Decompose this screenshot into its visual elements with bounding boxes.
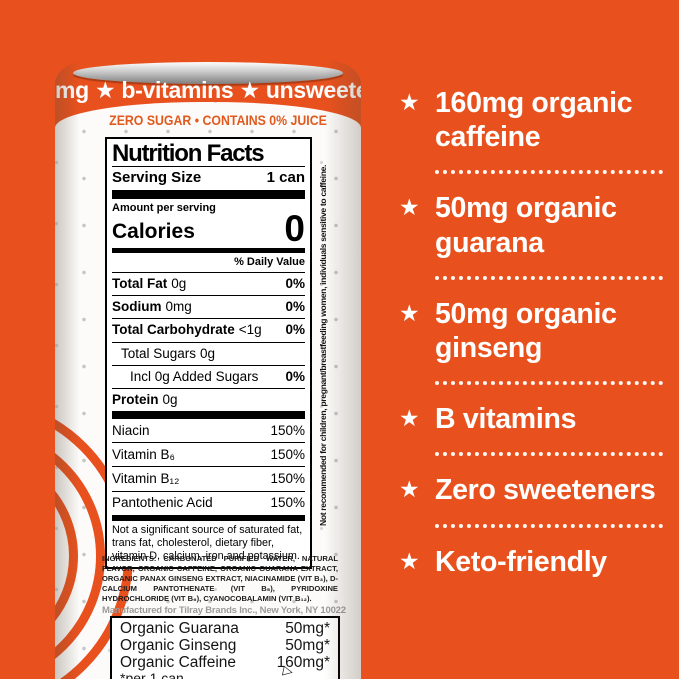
- vitamin-dv: 150%: [270, 470, 305, 486]
- nutrient-row: Incl 0g Added Sugars 0%: [112, 364, 305, 388]
- supplement-value: 50mg*: [285, 620, 330, 637]
- nutrition-facts-panel: Nutrition Facts Serving Size 1 can Amoun…: [105, 137, 312, 569]
- dotted-divider: [435, 523, 663, 528]
- nutrient-name: Total Carbohydrate: [112, 322, 235, 338]
- dotted-divider: [435, 452, 663, 457]
- calories-row: Calories 0: [112, 208, 305, 250]
- star-icon: ★: [399, 476, 420, 503]
- divider-bar: [112, 411, 305, 420]
- nutrient-name: Sodium: [112, 299, 162, 315]
- star-icon: ★: [399, 89, 420, 115]
- nutrition-facts-title: Nutrition Facts: [112, 140, 265, 167]
- nutrient-dv: 0%: [285, 299, 305, 315]
- dotted-divider: [435, 381, 663, 386]
- nutrient-row: Sodium 0mg 0%: [112, 295, 305, 318]
- vitamin-name: Niacin: [112, 422, 150, 438]
- vitamin-row: Pantothenic Acid 150%: [112, 490, 305, 515]
- nutrient-dv: 0%: [285, 368, 305, 384]
- can-lid: [73, 62, 343, 84]
- ingredients-block: INGREDIENTS: CARBONATED PURIFIED WATER, …: [102, 554, 346, 618]
- supplement-value: 50mg*: [285, 637, 330, 655]
- nutrient-name: Protein: [112, 391, 159, 407]
- vitamin-dv: 150%: [270, 495, 305, 511]
- star-icon: ★: [399, 299, 420, 326]
- feature-label: B vitamins: [435, 403, 577, 436]
- nutrient-amount: <1g: [238, 322, 262, 338]
- dotted-divider: [435, 170, 663, 175]
- vitamin-name: Vitamin B₆: [112, 446, 175, 462]
- nutrient-row: Protein 0g: [112, 387, 305, 411]
- nutrient-dv: 0%: [285, 276, 305, 292]
- vitamin-name: Vitamin B₁₂: [112, 470, 180, 486]
- nutrient-row: Total Carbohydrate <1g 0%: [112, 318, 305, 341]
- supplement-row: Organic Ginseng 50mg*: [120, 637, 330, 654]
- can-top-band-text: mg ★ b-vitamins ★ unsweeten: [55, 77, 361, 103]
- daily-value-header: % Daily Value: [234, 256, 305, 269]
- nutrient-amount: 0g: [171, 276, 187, 292]
- calories-value: 0: [284, 208, 305, 250]
- zero-sugar-tagline: ZERO SUGAR • CONTAINS 0% JUICE: [109, 112, 327, 128]
- vitamin-row: Vitamin B₁₂ 150%: [112, 466, 305, 490]
- divider-bar: [112, 514, 305, 521]
- nutrient-amount: 0g: [162, 391, 178, 407]
- nutrient-row: Total Sugars 0g: [112, 341, 305, 365]
- nutrient-dv: 0%: [285, 322, 305, 338]
- dotted-divider: [435, 275, 663, 280]
- vitamin-row: Vitamin B₆ 150%: [112, 442, 305, 466]
- vitamin-dv: 150%: [270, 422, 305, 438]
- feature-item: ★ 50mg organic guarana: [399, 191, 669, 259]
- serving-size-row: Serving Size 1 can: [112, 166, 305, 190]
- supplement-row: Organic Guarana 50mg*: [120, 620, 330, 637]
- supplement-name: Organic Caffeine: [120, 654, 237, 672]
- supplement-name: Organic Guarana: [120, 620, 239, 637]
- feature-item: ★ 50mg organic ginseng: [399, 297, 669, 365]
- feature-label: 50mg organic guarana: [435, 192, 617, 259]
- nutrient-name: Incl 0g Added Sugars: [130, 368, 259, 384]
- nutrient-name: Total Fat: [112, 276, 168, 292]
- supplement-value: 160mg*: [276, 654, 330, 672]
- feature-item: ★ Keto-friendly: [399, 545, 669, 579]
- supplement-name: Organic Ginseng: [120, 637, 237, 655]
- supplement-row: Organic Caffeine 160mg*: [120, 654, 330, 671]
- feature-label: Zero sweeteners: [435, 474, 656, 507]
- ingredients-text: INGREDIENTS: CARBONATED PURIFIED WATER, …: [102, 554, 338, 604]
- serving-size-value: 1 can: [266, 169, 305, 187]
- nutrient-amount: 0g: [200, 345, 216, 361]
- star-icon: ★: [399, 194, 420, 221]
- feature-list: ★ 160mg organic caffeine ★ 50mg organic …: [399, 86, 669, 579]
- supplement-panel: Organic Guarana 50mg* Organic Ginseng 50…: [110, 616, 340, 679]
- nutrition-footnote: Not a significant source of saturated fa…: [112, 523, 303, 562]
- serving-size-label: Serving Size: [112, 169, 202, 187]
- star-icon: ★: [399, 405, 420, 432]
- nutrient-amount: 0mg: [165, 299, 192, 315]
- feature-item: ★ B vitamins: [399, 402, 669, 436]
- vitamin-dv: 150%: [270, 446, 305, 462]
- calories-label: Calories: [112, 220, 195, 244]
- manufacturer-text: Manufactured for Tilray Brands Inc., New…: [102, 605, 346, 617]
- feature-label: 160mg organic caffeine: [435, 87, 633, 154]
- amount-per-serving-label: Amount per serving: [112, 202, 216, 215]
- feature-item: ★ Zero sweeteners: [399, 473, 669, 507]
- vitamin-name: Pantothenic Acid: [112, 495, 213, 511]
- supplement-footnote: *per 1 can: [120, 670, 184, 679]
- caffeine-warning-text: Not recommended for children, pregnant/b…: [318, 164, 328, 526]
- nutrient-name: Total Sugars: [121, 345, 197, 361]
- feature-label: Keto-friendly: [435, 545, 607, 578]
- vitamin-row: Niacin 150%: [112, 419, 305, 442]
- divider-bar: [112, 190, 305, 200]
- feature-label: 50mg organic ginseng: [435, 297, 617, 364]
- nutrient-row: Total Fat 0g 0%: [112, 272, 305, 295]
- feature-item: ★ 160mg organic caffeine: [399, 86, 669, 154]
- energy-drink-can: mg ★ b-vitamins ★ unsweeten ZERO SUGAR •…: [55, 60, 361, 679]
- star-icon: ★: [399, 547, 420, 574]
- divider-bar: [112, 248, 305, 254]
